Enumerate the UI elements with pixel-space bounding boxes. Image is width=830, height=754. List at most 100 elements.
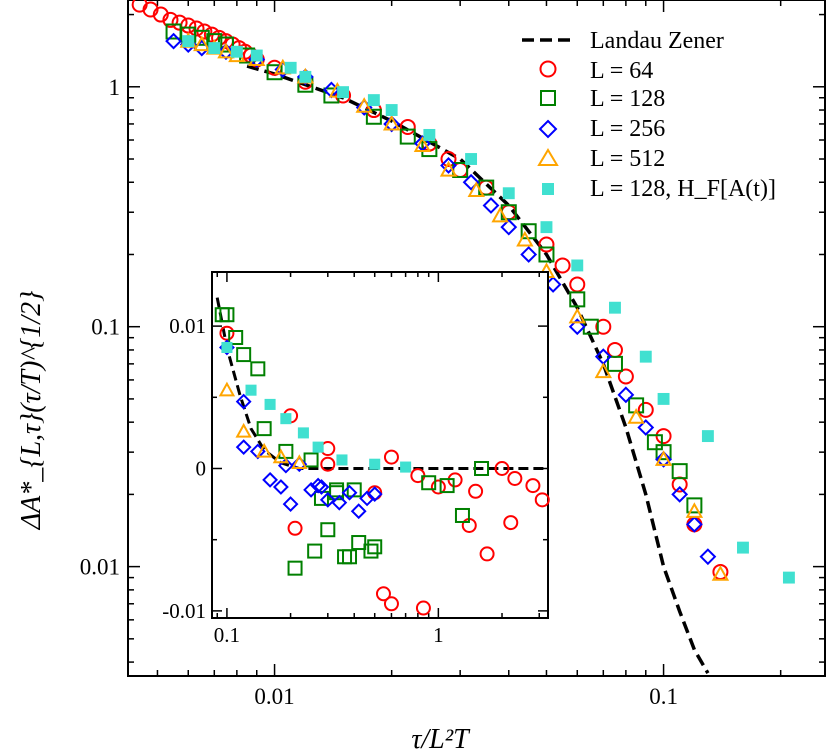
inset-series-l-128-point bbox=[363, 543, 379, 559]
inset-series-l-256-point bbox=[235, 439, 252, 456]
main-axis-ticks: 0.01 0.1 0.01 0.1 1 bbox=[80, 0, 825, 709]
series-l-64-point bbox=[606, 341, 623, 358]
series-l-256-point bbox=[165, 32, 182, 50]
legend-l128hf-marker bbox=[542, 183, 554, 195]
series-l-128-h-f-a-t-point bbox=[639, 350, 652, 363]
series-l-512-point bbox=[516, 230, 534, 247]
inset-series-l-256-point bbox=[262, 471, 278, 488]
series-l-128-h-f-a-t-point bbox=[571, 259, 584, 272]
series-l-128-h-f-a-t-point bbox=[182, 35, 195, 48]
series-l-64-point bbox=[538, 236, 555, 253]
series-l-128-h-f-a-t-point bbox=[701, 430, 714, 443]
inset-series-l-64-point bbox=[430, 479, 446, 495]
inset-series-l-64-point bbox=[375, 586, 391, 602]
inset-frame bbox=[211, 271, 549, 619]
series-l-128-point bbox=[655, 444, 672, 461]
inset-plot-marks bbox=[214, 297, 550, 616]
series-l-256-point bbox=[637, 419, 655, 436]
series-l-128-point bbox=[646, 434, 663, 451]
inset-series-l-256-point bbox=[272, 479, 289, 495]
x-tick-label: 0.1 bbox=[649, 684, 678, 709]
series-l-512-point bbox=[711, 565, 730, 581]
legend-l128-marker bbox=[540, 90, 556, 106]
inset-series-l-64-point bbox=[383, 449, 399, 465]
series-l-64-point bbox=[617, 368, 634, 385]
series-l-128-h-f-a-t-point bbox=[299, 70, 312, 83]
series-l-256-point bbox=[568, 318, 586, 336]
inset-series-l-64-point bbox=[534, 492, 550, 508]
y-tick-label: 0.1 bbox=[91, 315, 120, 340]
inset-series-l-128-h-f-a-t-point bbox=[280, 413, 292, 425]
inset-y-tick-label: -0.01 bbox=[162, 599, 206, 623]
inset-series-l-128-point bbox=[250, 361, 266, 377]
inset-series-l-128-point bbox=[320, 522, 336, 538]
inset-series-l-64-point bbox=[287, 520, 303, 536]
series-l-64-point bbox=[671, 476, 688, 493]
inset-series-l-128-point bbox=[367, 539, 383, 555]
legend-lz-label: Landau Zener bbox=[590, 28, 724, 54]
series-l-512-point bbox=[217, 42, 235, 59]
inset-series-l-256-point bbox=[350, 503, 367, 520]
legend-l256-marker bbox=[538, 119, 558, 139]
inset-series-l-128-h-f-a-t-point bbox=[245, 384, 257, 396]
series-l-64-point bbox=[152, 6, 169, 23]
series-l-64-point bbox=[569, 276, 586, 293]
inset-series-l-128-point bbox=[313, 490, 329, 506]
y-axis-label: ΔA*_{L,τ}(τ/T)^{1/2} bbox=[16, 291, 47, 531]
series-l-128-point bbox=[538, 246, 555, 263]
inset-series-l-128-point bbox=[236, 347, 252, 363]
series-l-512-point bbox=[413, 136, 432, 152]
series-l-256-point bbox=[462, 173, 480, 191]
inset-axis-ticks: 0.1 1 -0.01 0 0.01 bbox=[162, 272, 548, 647]
series-l-128-point bbox=[569, 291, 586, 308]
series-l-256-point bbox=[440, 157, 457, 174]
series-l-256-point bbox=[685, 515, 703, 533]
inset-series-l-128-point bbox=[474, 460, 490, 476]
series-l-128-h-f-a-t-point bbox=[737, 541, 749, 554]
series-l-128-h-f-a-t-point bbox=[423, 128, 436, 141]
series-l-64-point bbox=[686, 516, 703, 533]
inset-series-l-128-h-f-a-t-point bbox=[369, 458, 381, 470]
series-l-128-point bbox=[193, 29, 210, 46]
series-l-512-point bbox=[439, 160, 458, 177]
series-l-128-h-f-a-t-point bbox=[230, 45, 243, 58]
inset-series-l-128-point bbox=[303, 452, 319, 468]
series-l-256-point bbox=[655, 450, 672, 468]
x-tick-label: 0.01 bbox=[254, 684, 294, 709]
inset-series-l-128-point bbox=[287, 560, 303, 576]
series-l-128-point bbox=[628, 397, 645, 414]
series-l-256-point bbox=[217, 43, 235, 61]
series-l-256-point bbox=[699, 548, 717, 566]
series-l-64-point bbox=[637, 401, 654, 418]
inset-series-l-128-h-f-a-t-point bbox=[221, 341, 233, 353]
inset-series-l-128-point bbox=[329, 482, 345, 498]
inset-x-tick-label: 0.1 bbox=[214, 623, 240, 647]
inset-x-tick-label: 1 bbox=[433, 623, 444, 647]
legend-l64-label: L = 64 bbox=[590, 58, 653, 84]
series-l-128-h-f-a-t-point bbox=[465, 153, 478, 165]
inset-series-l-128-h-f-a-t-point bbox=[336, 454, 348, 466]
series-l-64-point bbox=[440, 151, 457, 168]
y-tick-label: 0.01 bbox=[80, 555, 120, 580]
series-l-128-h-f-a-t-point bbox=[502, 187, 515, 200]
series-l-64-point bbox=[595, 318, 612, 335]
inset-series-l-512-point bbox=[255, 442, 273, 458]
series-l-64-point bbox=[399, 118, 416, 135]
inset-series-l-64-point bbox=[479, 546, 495, 562]
inset-series-l-256-point bbox=[319, 491, 336, 508]
inset-series-l-64-point bbox=[507, 470, 523, 486]
legend-l512-marker bbox=[537, 148, 559, 166]
series-l-512-point bbox=[491, 206, 509, 223]
series-l-64-point bbox=[162, 11, 179, 28]
series-l-64-point bbox=[554, 257, 571, 274]
inset-series-l-256-point bbox=[310, 477, 327, 494]
legend-l64-marker bbox=[539, 60, 557, 78]
series-l-256-point bbox=[617, 386, 635, 404]
inset-series-l-64-point bbox=[494, 460, 510, 476]
series-l-128-h-f-a-t-point bbox=[540, 221, 553, 234]
series-l-128-h-f-a-t-point bbox=[284, 61, 297, 74]
series-l-128-h-f-a-t-point bbox=[385, 104, 398, 116]
series-l-512-point bbox=[627, 408, 645, 424]
inset-series-l-512-point bbox=[272, 448, 290, 464]
